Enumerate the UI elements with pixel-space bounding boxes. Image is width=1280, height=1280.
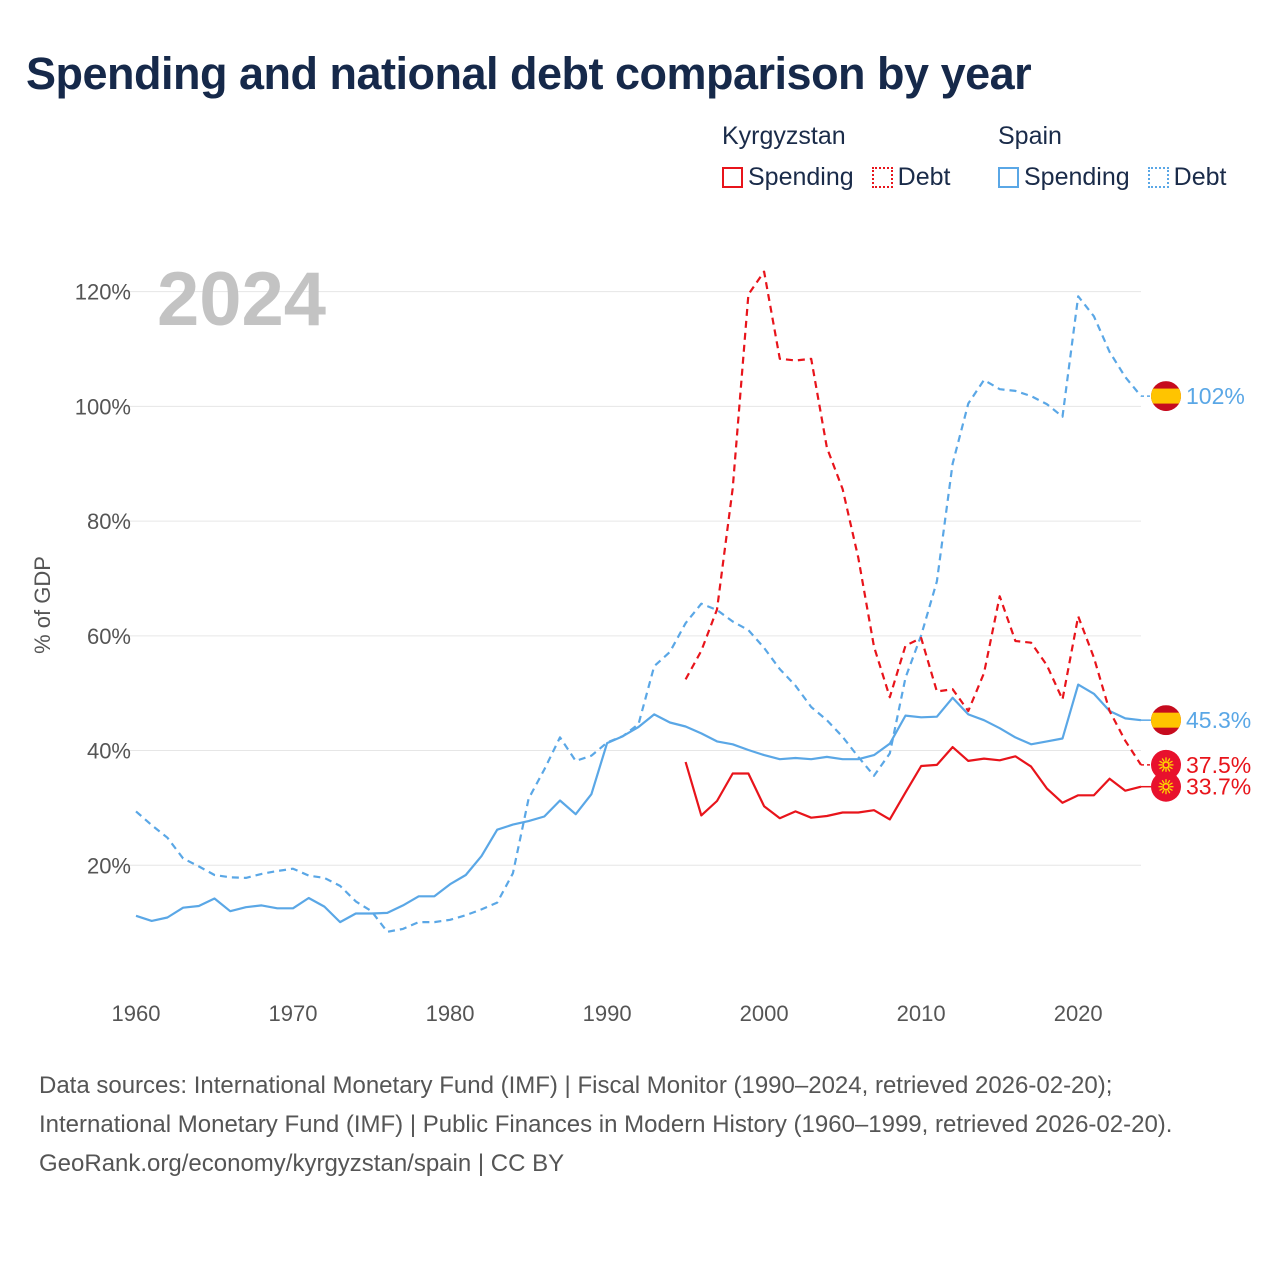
- series-line-kyrgyzstan-spending[interactable]: [684, 746, 1142, 821]
- data-sources: Data sources: International Monetary Fun…: [39, 1072, 1173, 1138]
- legend-group-title: Kyrgyzstan: [722, 122, 846, 150]
- year-watermark: 2024: [157, 257, 326, 342]
- legend-group-title: Spain: [998, 122, 1062, 150]
- kyrgyzstan-flag-icon: [1151, 749, 1181, 780]
- x-tick-label: 2000: [740, 1001, 789, 1026]
- legend-spain: Spain Spending Debt: [998, 122, 1226, 192]
- marker-layer: 102% 45.3% 37.5%33.7%: [1141, 381, 1251, 802]
- legend-item-label: Debt: [1173, 163, 1227, 191]
- series-line-kyrgyzstan-debt[interactable]: [684, 270, 1142, 766]
- legend-item-kyrgyzstan-spending[interactable]: Spending: [722, 163, 854, 192]
- x-tick-label: 2020: [1054, 1001, 1103, 1026]
- legend-swatch-dotted-red: [871, 167, 893, 188]
- spain-flag-icon: [1151, 705, 1181, 736]
- series-line-spain-spending[interactable]: [135, 683, 1142, 924]
- legend-swatch-dotted-blue: [1147, 167, 1169, 188]
- footer: Data sources: International Monetary Fun…: [39, 1066, 1239, 1183]
- legend-item-spain-debt[interactable]: Debt: [1147, 163, 1227, 192]
- y-tick-label: 20%: [87, 853, 131, 878]
- y-tick-label: 40%: [87, 739, 131, 764]
- legend-item-label: Spending: [748, 163, 854, 191]
- end-value-label-spain-debt: 102%: [1186, 383, 1245, 409]
- legend-item-label: Spending: [1024, 163, 1130, 191]
- series-layer: [135, 270, 1142, 933]
- legend-item-label: Debt: [897, 163, 951, 191]
- legend-swatch-solid-red: [722, 167, 743, 188]
- y-axis-label: % of GDP: [30, 556, 55, 654]
- legend-swatch-solid-blue: [998, 167, 1019, 188]
- grid-layer: [126, 291, 1141, 866]
- credit-link[interactable]: GeoRank.org/economy/kyrgyzstan/spain | C…: [39, 1150, 565, 1177]
- y-tick-label: 60%: [87, 624, 131, 649]
- end-value-label-spain-spending: 45.3%: [1186, 707, 1251, 733]
- kyrgyzstan-flag-icon: [1151, 771, 1181, 802]
- y-tick-label: 80%: [87, 509, 131, 534]
- x-tick-label: 1960: [112, 1001, 161, 1026]
- y-tick-label: 100%: [75, 394, 131, 419]
- legend-item-kyrgyzstan-debt[interactable]: Debt: [871, 163, 951, 192]
- x-tick-label: 1980: [426, 1001, 475, 1026]
- y-tick-label: 120%: [75, 280, 131, 305]
- x-tick-label: 1990: [583, 1001, 632, 1026]
- end-value-label-kyrgyzstan-spending: 33.7%: [1186, 774, 1251, 800]
- legend-kyrgyzstan: Kyrgyzstan Spending Debt: [722, 122, 950, 192]
- page-title: Spending and national debt comparison by…: [26, 48, 1032, 99]
- x-tick-label: 2010: [897, 1001, 946, 1026]
- legend-item-spain-spending[interactable]: Spending: [998, 163, 1130, 192]
- series-line-spain-debt[interactable]: [135, 295, 1142, 933]
- spain-flag-icon: [1151, 381, 1181, 412]
- axis-layer: 20% 40% 60% 80% 100% 120% 1960 1970 1980 1990 2000…: [75, 280, 1103, 1026]
- x-tick-label: 1970: [269, 1001, 318, 1026]
- end-value-label-kyrgyzstan-debt: 37.5%: [1186, 752, 1251, 778]
